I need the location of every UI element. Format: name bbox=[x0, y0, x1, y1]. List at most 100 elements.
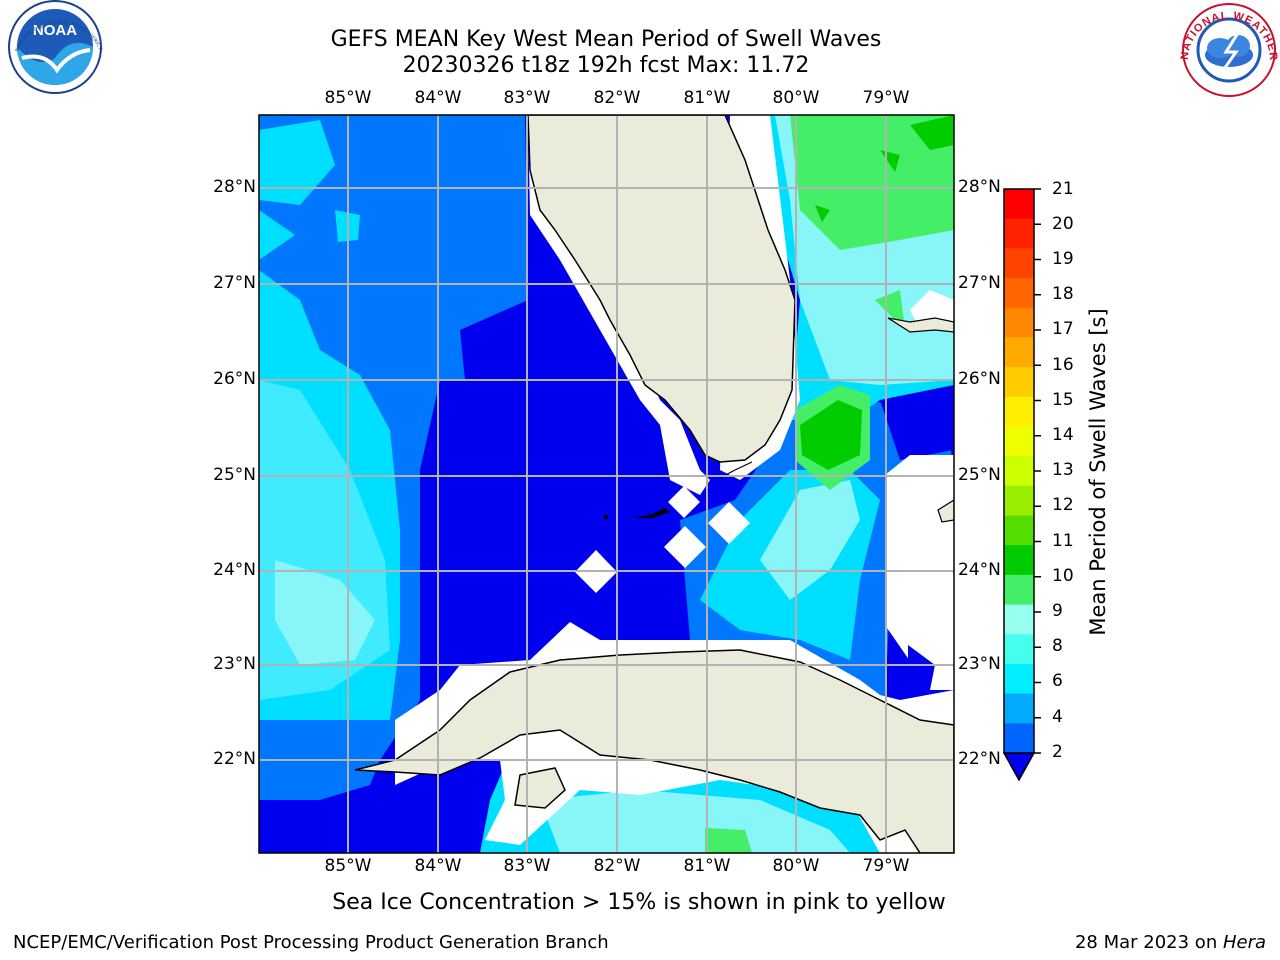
lat-label-left: 27°N bbox=[213, 273, 256, 293]
lat-label-left: 22°N bbox=[213, 749, 256, 769]
colorbar-cell bbox=[1004, 693, 1034, 724]
colorbar-cell bbox=[1004, 278, 1034, 309]
colorbar-tick-label: 16 bbox=[1052, 355, 1074, 375]
mask-east-white bbox=[885, 455, 954, 690]
colorbar-cell bbox=[1004, 307, 1034, 339]
colorbar-tick-label: 17 bbox=[1052, 319, 1074, 339]
mask-diamond-2 bbox=[664, 526, 706, 568]
colorbar-tick-label: 6 bbox=[1052, 671, 1063, 691]
colorbar-tick-label: 2 bbox=[1052, 742, 1063, 762]
colorbar-cell bbox=[1004, 634, 1034, 665]
colorbar-cell bbox=[1004, 218, 1034, 249]
colorbar-tick-label: 13 bbox=[1052, 460, 1074, 480]
lon-label-bottom: 84°W bbox=[414, 856, 462, 876]
contour-ne-green bbox=[790, 115, 954, 250]
colorbar-cell bbox=[1004, 723, 1034, 754]
contour-nw-spot2 bbox=[259, 210, 295, 260]
lat-label-right: 23°N bbox=[958, 654, 1003, 674]
land-florida bbox=[527, 115, 796, 463]
contour-west-palest bbox=[275, 560, 375, 665]
footer-date-text: 28 Mar 2023 on bbox=[1074, 932, 1223, 953]
map-panel bbox=[259, 115, 954, 853]
footer-credit: NCEP/EMC/Verification Post Processing Pr… bbox=[13, 932, 609, 953]
lat-label-right: 27°N bbox=[958, 273, 1003, 293]
contour-bahamas-light bbox=[880, 385, 954, 460]
land-bahamas-1 bbox=[887, 317, 954, 333]
mask-diamond-4 bbox=[668, 486, 700, 518]
colorbar-tick-label: 12 bbox=[1052, 495, 1074, 515]
colorbar-cell bbox=[1004, 574, 1034, 606]
lat-label-right: 28°N bbox=[958, 177, 1003, 197]
map-frame bbox=[258, 114, 955, 854]
colorbar-tick-label: 20 bbox=[1052, 214, 1074, 234]
colorbar-tick-label: 11 bbox=[1052, 531, 1074, 551]
colorbar-cell bbox=[1004, 456, 1034, 487]
lon-label-bottom: 81°W bbox=[683, 856, 731, 876]
colorbar-extend-arrow bbox=[1002, 752, 1036, 782]
colorbar-tick-label: 21 bbox=[1052, 179, 1074, 199]
lat-label-left: 28°N bbox=[213, 177, 256, 197]
lat-label-right: 26°N bbox=[958, 369, 1003, 389]
lon-label-top: 80°W bbox=[772, 88, 820, 108]
colorbar-cell bbox=[1004, 189, 1034, 220]
lon-label-top: 83°W bbox=[503, 88, 551, 108]
mask-blue-cut bbox=[908, 645, 935, 690]
colorbar-cell bbox=[1004, 248, 1034, 279]
footer-host: Hera bbox=[1222, 932, 1266, 953]
lat-label-right: 24°N bbox=[958, 560, 1003, 580]
lon-label-top: 84°W bbox=[414, 88, 462, 108]
colorbar-tick-label: 8 bbox=[1052, 636, 1063, 656]
colorbar-cell bbox=[1004, 515, 1034, 546]
colorbar-cell bbox=[1004, 396, 1034, 428]
lat-label-left: 25°N bbox=[213, 465, 256, 485]
colorbar-tick-label: 10 bbox=[1052, 566, 1074, 586]
land-bahamas-2 bbox=[937, 499, 954, 523]
colorbar-tick-label: 14 bbox=[1052, 425, 1074, 445]
mask-diamond-3 bbox=[708, 502, 750, 544]
lon-label-bottom: 85°W bbox=[324, 856, 372, 876]
lon-label-top: 81°W bbox=[683, 88, 731, 108]
colorbar-tick-label: 15 bbox=[1052, 390, 1074, 410]
contour-bahamas-dark bbox=[800, 400, 862, 470]
colorbar-tick-label: 4 bbox=[1052, 707, 1063, 727]
land-keys-2 bbox=[604, 515, 608, 519]
colorbar-cell bbox=[1004, 426, 1034, 457]
lon-label-top: 79°W bbox=[862, 88, 910, 108]
contour-nw-cyan bbox=[259, 120, 335, 205]
colorbar-label: Mean Period of Swell Waves [s] bbox=[1086, 308, 1110, 636]
contour-ne-darkgreen3 bbox=[815, 205, 830, 222]
land-keys bbox=[632, 508, 670, 518]
colorbar-cell bbox=[1004, 367, 1034, 398]
colorbar bbox=[1002, 188, 1041, 782]
contour-ne-darkgreen bbox=[910, 115, 954, 150]
colorbar-cell bbox=[1004, 604, 1034, 635]
land-cuba bbox=[354, 649, 954, 853]
lat-label-left: 23°N bbox=[213, 654, 256, 674]
colorbar-cell bbox=[1004, 337, 1034, 368]
lon-label-bottom: 82°W bbox=[593, 856, 641, 876]
colorbar-cell bbox=[1004, 485, 1034, 517]
chart-subtitle: 20230326 t18z 192h fcst Max: 11.72 bbox=[402, 53, 810, 78]
noaa-logo-text: NOAA bbox=[33, 22, 77, 39]
colorbar-tick-label: 18 bbox=[1052, 284, 1074, 304]
lon-label-top: 85°W bbox=[324, 88, 372, 108]
noaa-logo: NOAA NATIONAL OCEANIC AND ATMOSPHERIC AD… bbox=[0, 0, 104, 94]
colorbar-tick-label: 9 bbox=[1052, 601, 1063, 621]
contour-south-green bbox=[705, 828, 752, 853]
gridlines bbox=[259, 115, 954, 853]
colorbar-tick-label: 19 bbox=[1052, 249, 1074, 269]
lat-label-left: 26°N bbox=[213, 369, 256, 389]
colorbar-cell bbox=[1004, 545, 1034, 576]
colorbar-cell bbox=[1004, 663, 1034, 695]
lat-label-right: 22°N bbox=[958, 749, 1003, 769]
chart-title: GEFS MEAN Key West Mean Period of Swell … bbox=[330, 27, 882, 52]
sea-ice-note: Sea Ice Concentration > 15% is shown in … bbox=[332, 890, 946, 915]
lon-label-bottom: 79°W bbox=[862, 856, 910, 876]
lat-label-left: 24°N bbox=[213, 560, 256, 580]
lon-label-bottom: 83°W bbox=[503, 856, 551, 876]
lon-label-top: 82°W bbox=[593, 88, 641, 108]
lat-label-right: 25°N bbox=[958, 465, 1003, 485]
footer-date: 28 Mar 2023 on Hera bbox=[1075, 932, 1266, 953]
lon-label-bottom: 80°W bbox=[772, 856, 820, 876]
